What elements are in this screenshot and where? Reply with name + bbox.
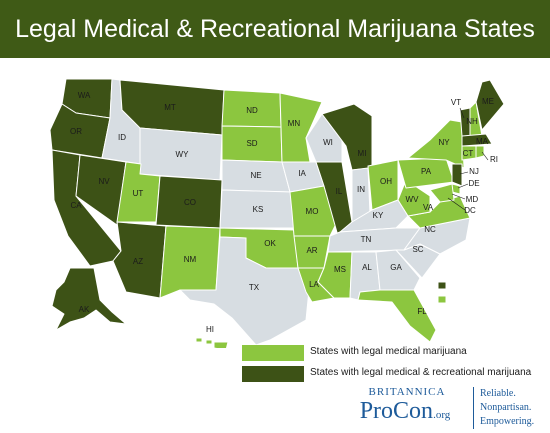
- state-fl[interactable]: [357, 289, 437, 343]
- label-ct: CT: [463, 149, 474, 158]
- label-nc: NC: [424, 225, 436, 234]
- state-ma[interactable]: [461, 133, 493, 147]
- label-mn: MN: [288, 119, 301, 128]
- state-nj[interactable]: [451, 163, 463, 187]
- us-map: WA OR CA NV ID MT WY UT AZ CO NM ND SD N…: [49, 78, 505, 348]
- label-nm: NM: [184, 255, 197, 264]
- label-al: AL: [362, 263, 372, 272]
- label-fl: FL: [417, 307, 427, 316]
- state-ak[interactable]: [51, 267, 127, 331]
- brand-procon: ProCon: [359, 398, 434, 424]
- label-tn: TN: [361, 235, 372, 244]
- label-ny: NY: [438, 138, 450, 147]
- label-ca: CA: [70, 201, 82, 210]
- label-ma: MA: [476, 137, 489, 146]
- label-ne: NE: [250, 171, 261, 180]
- tagline-2: Nonpartisan.: [480, 402, 532, 413]
- state-tx[interactable]: [179, 236, 311, 346]
- state-me[interactable]: [475, 79, 505, 131]
- label-hi: HI: [206, 325, 214, 334]
- brand-divider: [473, 387, 474, 429]
- dc-marker[interactable]: [437, 281, 447, 290]
- state-labels: WA OR CA NV ID MT WY UT AZ CO NM ND SD N…: [70, 91, 498, 334]
- ri-marker[interactable]: [437, 295, 447, 304]
- label-oh: OH: [380, 177, 392, 186]
- label-md: MD: [466, 195, 479, 204]
- label-in: IN: [357, 185, 365, 194]
- label-nd: ND: [246, 106, 258, 115]
- label-id: ID: [118, 133, 126, 142]
- label-sc: SC: [412, 245, 423, 254]
- state-ri[interactable]: [475, 145, 485, 159]
- label-la: LA: [309, 280, 319, 289]
- procon-logo: BRITANNICA ProCon.org Reliable. Nonparti…: [342, 384, 550, 432]
- label-or: OR: [70, 127, 82, 136]
- label-dc: DC: [464, 206, 476, 215]
- page-title: Legal Medical & Recreational Marijuana S…: [15, 15, 535, 43]
- label-wv: WV: [406, 195, 420, 204]
- label-ms: MS: [334, 265, 346, 274]
- label-mo: MO: [306, 207, 319, 216]
- label-ok: OK: [264, 239, 276, 248]
- state-ga[interactable]: [375, 249, 421, 291]
- label-wy: WY: [176, 150, 190, 159]
- brand-suffix: .org: [433, 409, 451, 421]
- label-il: IL: [336, 187, 343, 196]
- label-wi: WI: [323, 138, 333, 147]
- label-va: VA: [423, 203, 434, 212]
- label-mi: MI: [358, 149, 367, 158]
- state-md[interactable]: [429, 183, 455, 203]
- brand-tagline: Reliable. Nonpartisan. Empowering.: [480, 387, 550, 429]
- label-ks: KS: [253, 205, 264, 214]
- label-nv: NV: [98, 177, 110, 186]
- label-co: CO: [184, 198, 196, 207]
- label-ky: KY: [373, 211, 384, 220]
- legend-label-recreational: States with legal medical & recreational…: [310, 367, 532, 378]
- label-tx: TX: [249, 283, 260, 292]
- legend-label-medical: States with legal medical marijuana: [310, 346, 467, 357]
- label-sd: SD: [246, 139, 257, 148]
- brand-name: ProCon.org: [342, 398, 468, 425]
- state-hi-1[interactable]: [195, 337, 203, 343]
- legend-swatch-medical: [242, 345, 304, 361]
- label-az: AZ: [133, 257, 143, 266]
- legend-row-recreational: States with legal medical & recreational…: [242, 366, 550, 382]
- label-ak: AK: [79, 305, 90, 314]
- tagline-3: Empowering.: [480, 416, 535, 427]
- legend-row-medical: States with legal medical marijuana: [242, 345, 550, 361]
- state-hi-2[interactable]: [205, 339, 213, 345]
- label-de: DE: [468, 179, 479, 188]
- label-nj: NJ: [469, 167, 479, 176]
- label-ar: AR: [306, 246, 317, 255]
- brand-britannica: BRITANNICA: [368, 386, 446, 398]
- label-mt: MT: [164, 103, 176, 112]
- label-ia: IA: [298, 169, 306, 178]
- state-hi-3[interactable]: [213, 341, 229, 348]
- label-ga: GA: [390, 263, 402, 272]
- label-wa: WA: [78, 91, 91, 100]
- tagline-1: Reliable.: [480, 388, 516, 399]
- label-me: ME: [482, 97, 494, 106]
- label-ri: RI: [490, 155, 498, 164]
- label-ut: UT: [133, 189, 144, 198]
- title-banner: Legal Medical & Recreational Marijuana S…: [0, 0, 550, 58]
- label-vt: VT: [451, 98, 461, 107]
- label-pa: PA: [421, 167, 432, 176]
- callout-lines: [447, 107, 489, 211]
- legend-swatch-recreational: [242, 366, 304, 382]
- label-nh: NH: [466, 117, 478, 126]
